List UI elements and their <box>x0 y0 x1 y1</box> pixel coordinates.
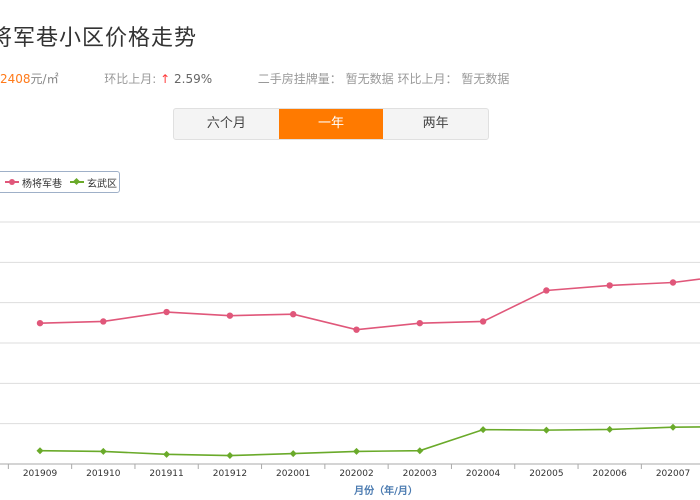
series-line <box>39 278 700 331</box>
data-point <box>290 311 297 318</box>
x-tick-label: 202005 <box>529 469 563 479</box>
data-point <box>353 447 360 455</box>
tab-one-year[interactable]: 一年 <box>278 109 384 139</box>
listing-mom-label: 环比上月： <box>397 72 458 86</box>
data-point <box>606 282 613 289</box>
x-tick-label: 202007 <box>656 469 690 479</box>
x-tick-label: 202006 <box>593 469 628 479</box>
x-tick-label: 201909 <box>23 469 58 479</box>
x-tick-label: 201912 <box>213 469 247 479</box>
legend-label: 杨将军巷 <box>22 178 62 190</box>
mom-value: 2.59% <box>174 72 213 86</box>
tab-six-months[interactable]: 六个月 <box>206 116 246 131</box>
current-price-value: 2408 <box>0 72 31 86</box>
up-arrow-icon: ↑ <box>160 72 171 86</box>
data-point <box>353 326 360 333</box>
period-tabs: 六个月 一年 两年 <box>173 108 489 140</box>
mom-label: 环比上月: <box>104 72 157 86</box>
data-point <box>163 308 170 316</box>
data-point <box>416 319 423 327</box>
data-point <box>606 425 614 433</box>
data-point <box>36 447 44 455</box>
tab-two-years[interactable]: 两年 <box>422 116 449 131</box>
x-tick-label: 202001 <box>276 469 310 479</box>
listing-value: 暂无数据 <box>345 72 394 86</box>
legend-item-series-2[interactable]: 玄武区 <box>70 175 117 190</box>
series-line <box>39 426 700 457</box>
data-point <box>289 450 297 458</box>
data-point <box>669 279 677 286</box>
listing-label: 二手房挂牌量： <box>257 72 342 86</box>
data-point <box>163 450 171 458</box>
data-point <box>226 452 234 460</box>
data-point <box>416 447 424 455</box>
x-tick-label: 202003 <box>403 469 437 479</box>
data-point <box>99 447 107 455</box>
data-point <box>100 318 107 325</box>
data-point <box>542 426 550 434</box>
diamond-marker-icon <box>70 177 84 186</box>
x-tick-label: 201910 <box>86 469 121 479</box>
data-point <box>226 312 234 319</box>
listing-mom-value: 暂无数据 <box>461 72 510 86</box>
circle-marker-icon <box>5 178 19 186</box>
legend-item-series-1[interactable]: 杨将军巷 <box>5 175 62 190</box>
x-tick-label: 202004 <box>466 469 501 479</box>
data-point <box>543 287 550 294</box>
data-point <box>479 426 487 434</box>
data-point <box>479 318 487 325</box>
data-point <box>669 423 677 431</box>
x-axis-title: 月份（年/月） <box>353 484 418 497</box>
page-title: 将军巷小区价格走势 <box>0 26 198 51</box>
legend-label: 玄武区 <box>87 178 117 190</box>
x-tick-label: 201911 <box>149 469 183 479</box>
chart-legend: 杨将军巷 玄武区 <box>0 171 120 193</box>
price-stats: 2408元/㎡ 环比上月: ↑ 2.59% 二手房挂牌量： 暂无数据 环比上月：… <box>0 70 509 87</box>
data-point <box>36 319 44 327</box>
x-tick-label: 202002 <box>339 469 373 479</box>
current-price-unit: 元/㎡ <box>30 72 59 86</box>
